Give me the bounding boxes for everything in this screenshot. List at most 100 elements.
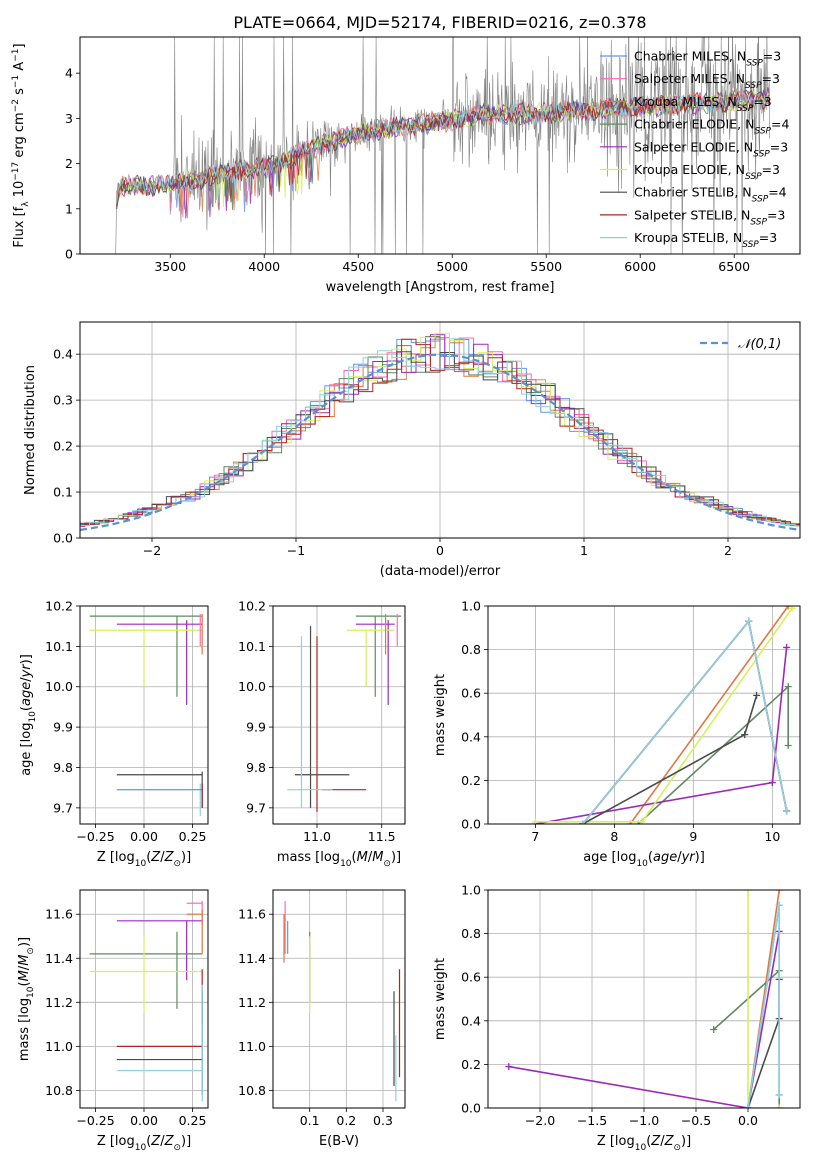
label-part: ( (648, 850, 653, 865)
label-part: Z (650, 1134, 661, 1149)
x-tick-label: 4000 (248, 259, 280, 274)
label-part: Kroupa ELODIE, N (634, 162, 745, 177)
label-part: Flux [f (12, 206, 27, 247)
x-tick-label: −2 (143, 543, 161, 558)
x-tick-label: 0 (436, 543, 444, 558)
x-tick-label: 7 (531, 829, 539, 844)
y-tick-label: 0.3 (53, 393, 73, 408)
legend-label: Kroupa MILES, NSSP=3 (634, 94, 772, 114)
label-part: ( (146, 850, 151, 865)
label-part: Z (150, 1134, 161, 1149)
x-tick-label: 11.0 (303, 829, 331, 844)
y-tick-label: 11.2 (45, 995, 73, 1010)
residuals-frame (79, 321, 801, 539)
spectrum-axes: 3500 4000 4500 5000 5500 6000 6500 0 1 2 3 4 (65, 66, 750, 274)
label-part: age [log (583, 850, 636, 865)
y-tick-label: 0.8 (461, 926, 481, 941)
weight_vs_Z-frame (487, 889, 801, 1109)
label-part: A (12, 62, 27, 75)
weight-line (508, 931, 780, 1108)
weight-point (505, 1063, 513, 1071)
label-part: ⊙ (383, 859, 391, 869)
label-part: Z (164, 1134, 175, 1149)
label-part: =4 (771, 117, 789, 132)
label-part: )] (695, 850, 705, 865)
label-part: Z (164, 850, 175, 865)
age_vs_mass-xlabel: mass [log10(M/M⊙)] (277, 850, 401, 869)
weight-line (535, 647, 788, 824)
y-tick-label: 9.7 (246, 800, 266, 815)
x-tick-label: 0.1 (300, 1113, 320, 1128)
y-tick-label: 10.0 (45, 679, 73, 694)
residual-histogram-8 (80, 338, 800, 527)
label-part: / (160, 1134, 165, 1149)
legend-label: Chabrier MILES, NSSP=3 (634, 49, 781, 69)
x-tick-label: −2.0 (525, 1113, 555, 1128)
y-tick-label: 10.2 (238, 599, 266, 614)
mass_vs_Z-xlabel: Z [log10(Z/Z⊙)] (97, 1134, 191, 1153)
y-tick-label: 4 (65, 66, 73, 81)
label-part: ( (352, 850, 357, 865)
residuals-ylabel: Normed distribution (23, 365, 38, 495)
y-tick-label: 0.1 (53, 485, 73, 500)
mass_vs_EBV-marks (283, 901, 401, 1102)
age_vs_Z-frame (79, 605, 209, 825)
weight-point (783, 643, 791, 651)
label-part: mass weight (433, 674, 448, 756)
weight-point (768, 779, 776, 787)
label-part: / (677, 850, 682, 865)
label-part: )] (181, 1134, 191, 1149)
label-part: Kroupa STELIB, N (634, 230, 742, 245)
weight-line (629, 606, 789, 824)
label-part: ] (12, 43, 27, 48)
figure-title: PLATE=0664, MJD=52174, FIBERID=0216, z=0… (233, 13, 646, 32)
y-tick-label: 0.0 (53, 531, 73, 546)
weight-point (741, 731, 749, 739)
y-tick-label: 10.1 (45, 639, 73, 654)
weight-point (579, 820, 587, 824)
legend-label: Kroupa STELIB, NSSP=3 (634, 230, 777, 250)
y-tick-label: 2 (65, 156, 73, 171)
age_vs_Z-xlabel: Z [log10(Z/Z⊙)] (97, 850, 191, 869)
label-part: 10 (135, 1143, 147, 1153)
label-part: ( (146, 1134, 151, 1149)
label-part: ( (17, 981, 32, 986)
weight-point (710, 1026, 718, 1034)
label-part: SSP (742, 240, 759, 250)
spectrum-xlabel: wavelength [Angstrom, rest frame] (326, 280, 555, 295)
label-part: )] (681, 1134, 691, 1149)
label-part: =3 (762, 162, 780, 177)
label-part: =3 (762, 71, 780, 86)
weight_vs_age-frame (487, 605, 801, 825)
y-tick-label: 11.0 (238, 1039, 266, 1054)
label-part: M (372, 850, 383, 865)
label-part: mass weight (433, 958, 448, 1040)
y-tick-label: 11.6 (238, 907, 266, 922)
x-tick-label: −0.25 (76, 829, 114, 844)
x-tick-label: 5500 (530, 259, 562, 274)
normal-legend-label: 𝒩(0,1) (738, 337, 781, 352)
weight_vs_Z-ylabel: mass weight (433, 958, 448, 1040)
label-part: =3 (763, 49, 781, 64)
label-part: (data-model)/error (380, 564, 501, 579)
label-part: ⊙ (173, 1143, 181, 1153)
x-tick-label: 0.0 (738, 1113, 758, 1128)
label-part: age [log (19, 723, 34, 776)
mass_vs_EBV-xlabel: E(B-V) (319, 1134, 359, 1149)
label-part: / (19, 677, 34, 682)
y-tick-label: 1.0 (461, 599, 481, 614)
normal-curve (80, 353, 800, 531)
label-part: Z [log (97, 850, 135, 865)
x-tick-label: −1 (287, 543, 305, 558)
y-tick-label: 11.0 (45, 1039, 73, 1054)
label-part: M (17, 955, 32, 966)
weight_vs_age-marks (531, 606, 796, 824)
label-part: 10 (635, 1143, 647, 1153)
weight-point (744, 1104, 752, 1108)
label-part: =4 (768, 185, 786, 200)
label-part: mass [log (17, 998, 32, 1061)
label-part: 10 (28, 711, 38, 723)
x-tick-label: 0.2 (336, 1113, 356, 1128)
legend-label: Chabrier ELODIE, NSSP=4 (634, 117, 789, 137)
spectrum-frame (79, 36, 801, 255)
